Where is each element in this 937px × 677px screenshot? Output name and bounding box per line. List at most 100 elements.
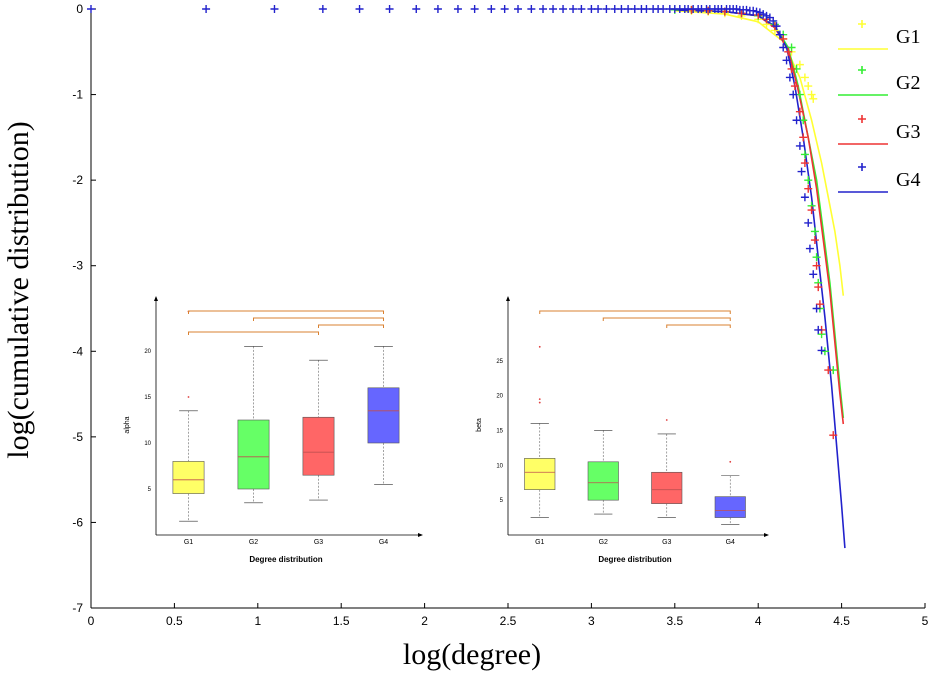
inset-y-tick-label: 10 bbox=[496, 463, 503, 469]
point-g3 bbox=[804, 184, 813, 193]
box-g2 bbox=[587, 430, 619, 515]
box-g2 bbox=[237, 346, 270, 504]
x-tick-label: 4.5 bbox=[833, 614, 850, 628]
inset-category-label: G1 bbox=[184, 539, 193, 546]
box-outlier bbox=[538, 401, 541, 404]
legend-label-g4: G4 bbox=[896, 169, 920, 191]
box-g3 bbox=[302, 359, 335, 501]
point-g4 bbox=[630, 5, 639, 13]
point-g4 bbox=[470, 5, 479, 13]
inset-y-tick-label: 20 bbox=[144, 349, 151, 355]
point-g4 bbox=[642, 5, 651, 13]
point-g2 bbox=[804, 176, 813, 185]
inset-x-arrow bbox=[418, 533, 423, 537]
fit-line-g2 bbox=[674, 9, 845, 419]
point-g4 bbox=[514, 5, 523, 13]
inset-category-label: G3 bbox=[662, 539, 671, 546]
y-tick-label: -6 bbox=[72, 515, 83, 529]
box-body bbox=[172, 461, 205, 494]
inset-y-tick-label: 15 bbox=[144, 395, 151, 401]
box-outlier bbox=[665, 419, 668, 421]
point-g4 bbox=[87, 5, 95, 13]
significance-bracket bbox=[318, 324, 384, 328]
point-g1 bbox=[807, 90, 816, 99]
alpha-boxplot-inset: 5 10 15 20 G1 G2 G3 G4 Degree distribution alpha bbox=[124, 296, 423, 564]
x-tick-label: 0 bbox=[88, 614, 95, 628]
legend: G1 G2 G3 G4 bbox=[838, 20, 920, 193]
point-g4 bbox=[805, 244, 814, 253]
inset-category-label: G4 bbox=[379, 539, 388, 546]
point-g4 bbox=[817, 346, 826, 355]
significance-bracket bbox=[666, 324, 731, 328]
point-g3 bbox=[784, 47, 793, 56]
box-g3 bbox=[651, 419, 683, 518]
x-tick-label: 1.5 bbox=[333, 614, 350, 628]
point-g4 bbox=[549, 5, 558, 13]
inset-y-tick-label: 15 bbox=[496, 428, 503, 434]
x-tick-label: 3 bbox=[588, 614, 595, 628]
point-g3 bbox=[800, 159, 809, 168]
legend-marker-g2 bbox=[858, 66, 866, 74]
y-tick-label: 0 bbox=[76, 2, 83, 16]
box-g4 bbox=[367, 346, 400, 485]
point-g4 bbox=[318, 5, 327, 13]
point-g3 bbox=[810, 236, 819, 245]
point-g3 bbox=[787, 64, 796, 73]
point-g3 bbox=[799, 133, 808, 142]
fit-line-g4 bbox=[674, 9, 846, 549]
point-g4 bbox=[812, 304, 821, 313]
significance-bracket bbox=[539, 310, 731, 314]
box-body bbox=[714, 496, 746, 518]
point-g2 bbox=[799, 116, 808, 125]
inset-y-tick-label: 20 bbox=[496, 394, 503, 400]
point-g3 bbox=[829, 431, 838, 440]
inset-category-label: G1 bbox=[535, 539, 544, 546]
inset-category-label: G4 bbox=[726, 539, 735, 546]
point-g1 bbox=[795, 60, 804, 69]
inset-y-label: alpha bbox=[124, 416, 131, 433]
point-g4 bbox=[587, 5, 596, 13]
point-g4 bbox=[659, 5, 668, 13]
box-body bbox=[587, 461, 619, 501]
x-tick-label: 4 bbox=[755, 614, 762, 628]
inset-category-label: G2 bbox=[599, 539, 608, 546]
point-g4 bbox=[617, 5, 626, 13]
point-g4 bbox=[602, 5, 611, 13]
point-g3 bbox=[790, 82, 799, 91]
point-g4 bbox=[355, 5, 364, 13]
inset-category-label: G3 bbox=[314, 539, 323, 546]
box-g1 bbox=[172, 310, 205, 522]
point-g4 bbox=[539, 5, 548, 13]
fit-line-g1 bbox=[674, 9, 845, 296]
point-g2 bbox=[810, 227, 819, 236]
inset-y-arrow bbox=[506, 296, 510, 301]
box-g4 bbox=[714, 460, 746, 525]
legend-marker-g1 bbox=[858, 20, 866, 28]
point-g4 bbox=[779, 43, 788, 52]
point-g4 bbox=[594, 5, 603, 13]
box-outlier bbox=[538, 345, 541, 348]
point-g4 bbox=[385, 5, 394, 13]
x-tick-label: 5 bbox=[922, 614, 929, 628]
fit-line-g3 bbox=[674, 9, 845, 425]
inset-x-label: Degree distribution bbox=[249, 555, 322, 564]
y-tick-label: -1 bbox=[72, 88, 83, 102]
point-g2 bbox=[800, 150, 809, 159]
significance-bracket bbox=[188, 310, 384, 314]
point-g4 bbox=[270, 5, 279, 13]
inset-y-tick-label: 5 bbox=[148, 487, 152, 493]
point-g4 bbox=[453, 5, 462, 13]
legend-marker-g4 bbox=[858, 163, 866, 171]
y-tick-label: -7 bbox=[72, 601, 83, 615]
point-g4 bbox=[772, 22, 781, 31]
point-g3 bbox=[779, 34, 788, 43]
point-g4 bbox=[412, 5, 421, 13]
point-g3 bbox=[737, 9, 746, 18]
inset-category-label: G2 bbox=[249, 539, 258, 546]
point-g4 bbox=[202, 5, 211, 13]
beta-boxplot-inset: 5 10 15 20 25 G1 G2 G3 G4 Degree distribution beta bbox=[476, 296, 769, 564]
legend-label-g2: G2 bbox=[896, 72, 920, 94]
point-g4 bbox=[559, 5, 568, 13]
